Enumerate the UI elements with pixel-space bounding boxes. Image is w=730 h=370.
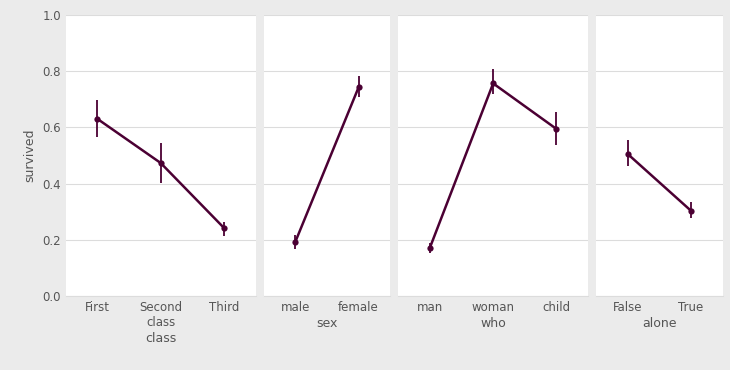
Y-axis label: survived: survived — [23, 129, 36, 182]
X-axis label: class: class — [145, 332, 177, 344]
X-axis label: sex: sex — [316, 317, 337, 330]
X-axis label: who: who — [480, 317, 506, 330]
X-axis label: alone: alone — [642, 317, 677, 330]
